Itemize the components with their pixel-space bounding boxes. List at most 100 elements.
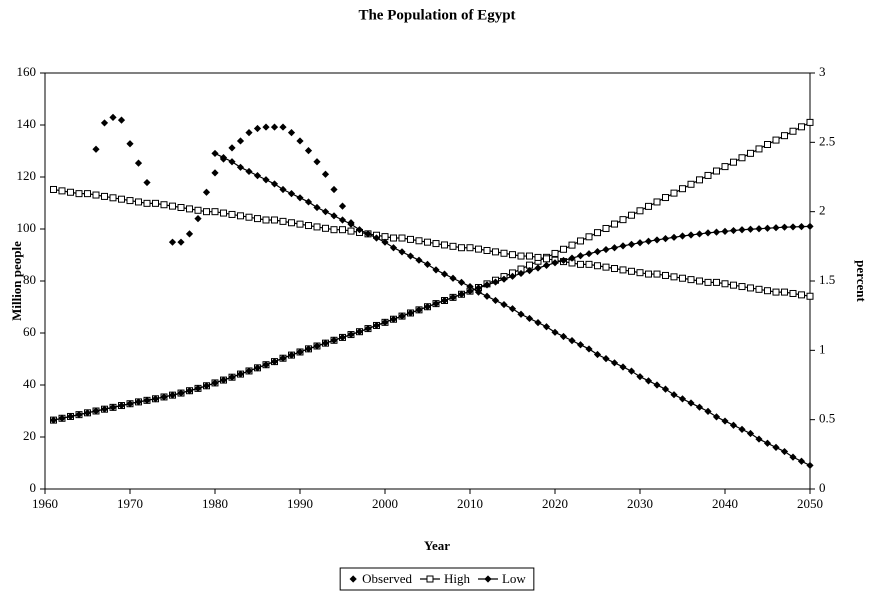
marker-diamond: [100, 405, 109, 413]
marker-diamond: [389, 315, 398, 323]
marker-diamond: [627, 367, 636, 375]
marker-square: [611, 265, 618, 273]
marker-diamond: [789, 223, 797, 231]
marker-square: [220, 209, 227, 217]
marker-diamond: [525, 314, 534, 323]
marker-diamond: [636, 239, 644, 247]
marker-diamond: [602, 355, 610, 363]
marker-diamond: [704, 407, 712, 415]
marker-diamond: [551, 328, 559, 336]
legend-item: Low: [477, 571, 526, 586]
marker-square: [704, 171, 712, 179]
marker-diamond: [806, 222, 814, 230]
marker-square: [619, 216, 627, 224]
legend: Observed High Low: [339, 567, 535, 591]
marker-diamond: [270, 358, 279, 366]
marker-diamond: [406, 309, 415, 317]
marker-square: [594, 262, 601, 270]
marker-square: [118, 195, 125, 203]
marker-square: [721, 163, 729, 171]
marker-square: [636, 269, 644, 277]
x-tick-label: 2010: [457, 496, 483, 511]
marker-square: [628, 211, 635, 219]
marker-square: [194, 206, 202, 214]
marker-square: [662, 194, 669, 202]
marker-square: [645, 202, 652, 210]
marker-square: [798, 291, 805, 299]
marker-diamond: [330, 185, 338, 194]
marker-square: [764, 141, 771, 148]
marker-diamond: [534, 264, 542, 272]
marker-diamond: [109, 403, 117, 411]
marker-square: [687, 180, 695, 188]
marker-diamond: [296, 137, 304, 145]
marker-square: [526, 252, 533, 260]
marker-square: [662, 271, 669, 279]
marker-diamond: [236, 370, 245, 378]
marker-diamond: [389, 244, 398, 252]
marker-square: [560, 245, 567, 253]
y-axis-title: Million people: [9, 241, 24, 321]
marker-diamond: [423, 303, 432, 311]
marker-square: [398, 234, 406, 242]
marker-diamond: [593, 350, 602, 359]
series-line: [53, 225, 811, 421]
marker-square: [645, 270, 652, 278]
marker-square: [330, 226, 338, 234]
marker-diamond: [484, 575, 492, 583]
y2-tick-label: 1.5: [819, 272, 835, 287]
marker-diamond: [449, 293, 457, 301]
marker-diamond: [457, 290, 466, 298]
marker-diamond: [661, 235, 670, 243]
marker-square: [58, 187, 66, 195]
marker-square: [653, 270, 661, 278]
marker-square: [475, 245, 482, 253]
marker-diamond: [313, 203, 321, 212]
marker-square: [594, 229, 601, 237]
marker-diamond: [304, 198, 313, 206]
marker-diamond: [160, 393, 168, 401]
marker-diamond: [500, 300, 508, 309]
marker-diamond: [58, 414, 66, 422]
marker-square: [109, 194, 117, 202]
marker-diamond: [92, 407, 100, 415]
marker-square: [798, 123, 805, 131]
marker-square: [245, 213, 253, 221]
marker-square: [653, 198, 661, 206]
marker-diamond: [780, 223, 789, 231]
marker-diamond: [313, 342, 321, 350]
marker-diamond: [695, 230, 704, 238]
marker-diamond: [789, 453, 797, 461]
marker-square: [789, 127, 797, 135]
marker-square: [492, 248, 499, 256]
marker-diamond: [211, 379, 219, 387]
marker-square: [75, 190, 83, 198]
marker-diamond: [432, 300, 440, 308]
marker-diamond: [568, 254, 576, 262]
marker-square: [92, 191, 100, 199]
marker-square: [730, 281, 737, 289]
marker-square: [322, 224, 329, 232]
marker-diamond: [330, 212, 338, 220]
marker-diamond: [525, 267, 534, 275]
marker-diamond: [610, 244, 619, 252]
marker-diamond: [330, 336, 338, 344]
marker-diamond: [262, 123, 270, 131]
marker-diamond: [92, 145, 100, 153]
marker-diamond: [66, 412, 75, 421]
marker-square: [211, 208, 219, 216]
chart-title: The Population of Egypt: [358, 7, 515, 23]
marker-square: [390, 234, 397, 242]
marker-square: [517, 252, 525, 260]
marker-diamond: [202, 382, 211, 390]
marker-diamond: [483, 281, 491, 289]
marker-diamond: [559, 256, 568, 265]
marker-square: [50, 185, 57, 193]
marker-diamond: [398, 248, 406, 256]
marker-diamond: [338, 202, 347, 210]
marker-diamond: [432, 266, 440, 274]
marker-diamond: [576, 341, 585, 349]
marker-diamond: [338, 333, 347, 342]
marker-square: [288, 219, 295, 227]
marker-diamond: [517, 310, 525, 318]
